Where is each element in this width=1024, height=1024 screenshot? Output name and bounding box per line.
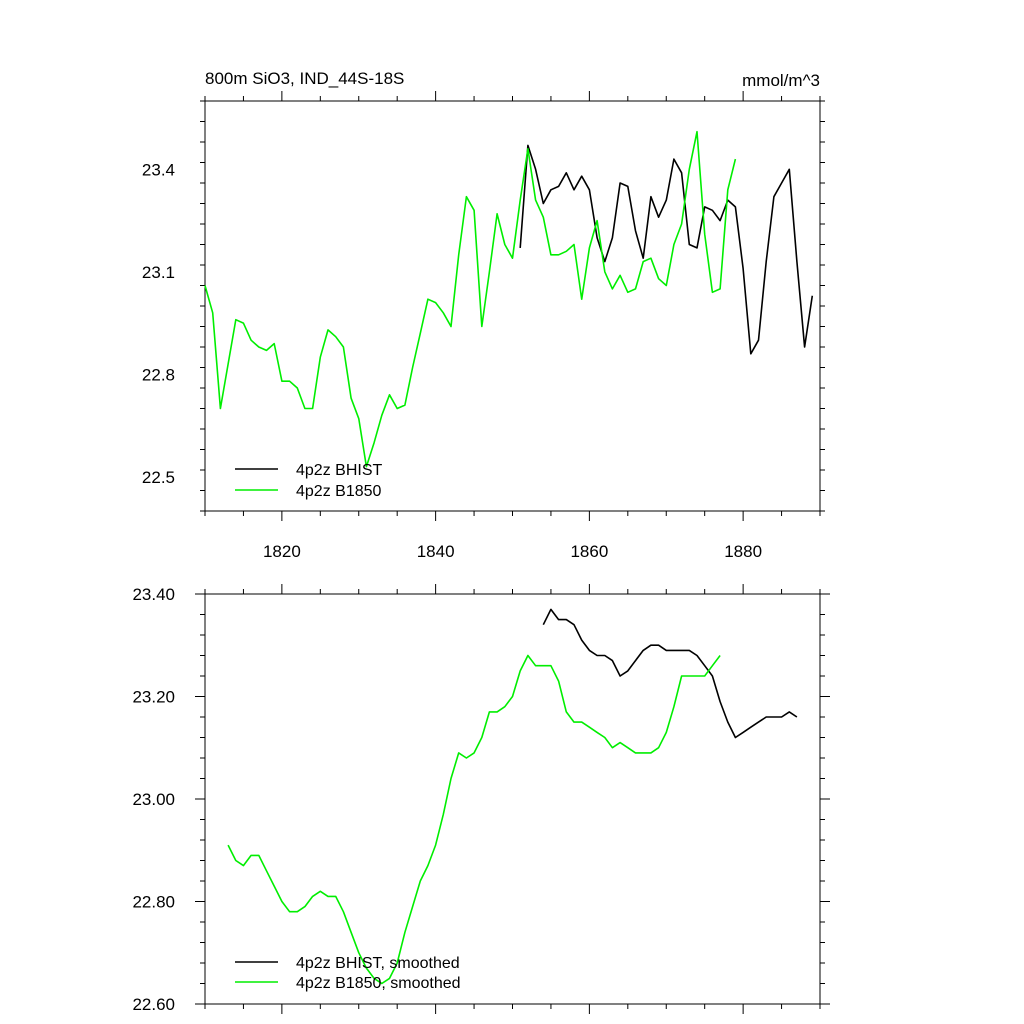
bottom-legend: 4p2z BHIST, smoothed 4p2z B1850, smoothe…: [235, 955, 461, 992]
bottom-y-tick-label: 23.20: [132, 688, 175, 707]
top-plot-frame: [204, 100, 821, 512]
legend-label-b1850-smoothed: 4p2z B1850, smoothed: [296, 975, 461, 992]
top-series-lines: [204, 130, 814, 468]
bottom-y-tick-label: 23.40: [132, 585, 175, 604]
chart-title: 800m SiO3, IND_44S-18S: [205, 69, 404, 88]
units-label: mmol/m^3: [742, 71, 820, 90]
top-x-tick-label: 1860: [570, 542, 608, 561]
top-y-tick-label: 23.1: [142, 263, 175, 282]
bottom-plot-frame: [204, 593, 821, 1005]
legend-label-bhist-smoothed: 4p2z BHIST, smoothed: [296, 955, 460, 972]
bottom-y-tick-label: 22.80: [132, 893, 175, 912]
bottom-series-line-b1850: [227, 654, 721, 985]
top-series-line-bhist: [519, 144, 814, 355]
top-legend: 4p2z BHIST 4p2z B1850: [235, 462, 382, 500]
legend-label-bhist: 4p2z BHIST: [296, 462, 382, 479]
top-y-tick-label: 22.5: [142, 468, 175, 487]
bottom-series-lines: [227, 608, 798, 985]
bottom-panel: 22.60 22.80 23.00 23.20 23.40 4p2z BHIST, sm…: [132, 584, 830, 1014]
top-x-tick-label: 1840: [417, 542, 455, 561]
legend-label-b1850: 4p2z B1850: [296, 483, 382, 500]
bottom-axis-ticks: 22.60 22.80 23.00 23.20 23.40: [132, 584, 830, 1014]
top-y-tick-label: 23.4: [142, 160, 175, 179]
bottom-y-tick-label: 23.00: [132, 790, 175, 809]
bottom-series-line-bhist: [542, 608, 798, 739]
top-axis-ticks: 1820 1840 1860 1880 22.5 22.8 23.1 23.4: [142, 91, 825, 561]
top-panel: 800m SiO3, IND_44S-18S mmol/m^3 1820 1840…: [142, 69, 825, 561]
bottom-y-tick-label: 22.60: [132, 995, 175, 1014]
top-series-line-b1850: [204, 130, 737, 468]
top-y-tick-label: 22.8: [142, 365, 175, 384]
top-x-tick-label: 1880: [724, 542, 762, 561]
top-x-tick-label: 1820: [263, 542, 301, 561]
